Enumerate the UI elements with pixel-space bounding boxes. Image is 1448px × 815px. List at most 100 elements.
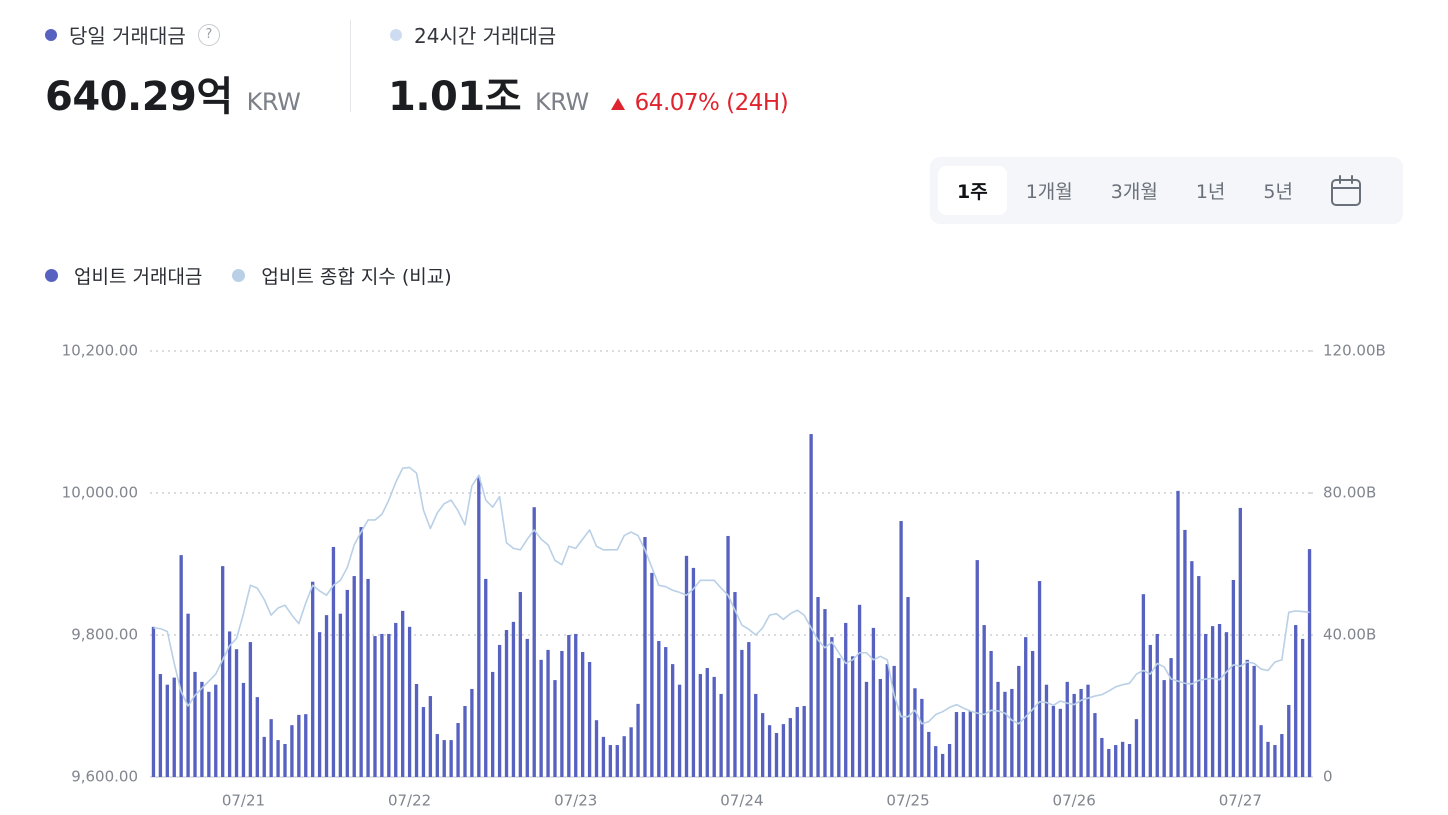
x-tick-label: 07/21 [222,792,265,810]
bar [816,597,820,777]
period-tab[interactable]: 1년 [1195,181,1226,203]
bar [373,636,377,777]
stat-label-row: 24시간 거래대금 [390,20,556,49]
bar [435,734,439,777]
bar [311,581,315,777]
stat-value-row: 640.29억 KRW [45,64,301,122]
bar [899,521,903,777]
bar [1231,579,1236,777]
calendar-button[interactable] [1330,174,1362,207]
bar [601,736,606,777]
bar [477,477,481,777]
bar [1259,725,1263,777]
bar [733,592,737,777]
up-triangle [610,98,625,110]
bar [1114,745,1118,777]
help-icon[interactable]: ? [197,23,220,46]
bar [511,621,516,777]
stat-change: 64.07% (24H) [610,90,789,116]
bar [629,727,633,777]
bar [186,613,190,777]
bar [684,555,689,777]
bar [234,649,239,777]
bar [726,535,730,777]
bar [657,641,661,777]
bar [913,688,917,777]
y2-tick-label: 80.00B [1323,484,1376,502]
bar [366,578,370,777]
x-tick-label: 07/23 [554,792,597,810]
stat-unit: KRW [535,88,589,116]
bar [989,650,993,777]
bar [1003,691,1007,777]
x-tick-label: 07/22 [388,792,431,810]
bar [255,697,259,777]
bar [262,736,266,777]
y-tick-label: 9,800.00 [71,626,138,644]
bar [781,724,786,777]
bar [1197,576,1201,777]
bar [581,652,585,777]
calendar-icon [1330,174,1361,206]
bar [664,647,668,777]
bar [767,725,772,777]
x-tick-label: 07/24 [720,792,763,810]
bar [934,746,938,777]
bar [290,725,294,777]
bar [975,560,979,777]
bar [1037,581,1042,777]
bar [698,674,703,777]
bar [850,656,855,777]
bar [158,674,163,777]
bar [885,664,889,777]
bar [1010,688,1014,777]
bar [622,736,626,777]
bar [491,671,495,777]
bar [636,703,640,777]
bar [809,434,813,777]
period-tab[interactable]: 5년 [1263,181,1293,203]
bar [1190,561,1194,777]
bar [837,658,841,777]
bar [1245,659,1249,777]
bar [1155,633,1159,777]
bar [670,664,675,777]
bar [795,707,799,777]
bar [345,589,349,777]
legend-item[interactable]: 업비트 종합 지수 (비교) [232,262,452,289]
bar [463,706,467,777]
bar [871,627,876,777]
bar [193,671,197,777]
bar [338,613,343,777]
bar [892,665,896,777]
bar [747,642,751,777]
bar [1224,632,1229,777]
legend-label: 업비트 거래대금 [74,266,203,288]
bar [719,693,723,777]
period-tab[interactable]: 1주 [938,166,1007,215]
bar [1120,741,1125,777]
y-tick-label: 10,200.00 [62,342,138,360]
bar [1210,626,1215,777]
period-tab[interactable]: 1개월 [1025,181,1073,203]
period-tab[interactable]: 3개월 [1110,181,1158,203]
bar [927,731,931,777]
bar [1217,623,1222,777]
bar [1266,741,1270,777]
y-tick-label: 10,000.00 [62,484,138,502]
bar [151,626,156,777]
bar [760,713,765,777]
bar [788,718,793,777]
legend-item[interactable]: 업비트 거래대금 [45,262,202,289]
bar [712,676,716,777]
bar [1024,637,1028,777]
bar [1204,633,1208,777]
bar [442,740,446,777]
bar [1162,680,1166,777]
bar [864,681,869,777]
bar [421,707,426,777]
x-tick-label: 07/25 [886,792,929,810]
bar [996,681,1000,777]
